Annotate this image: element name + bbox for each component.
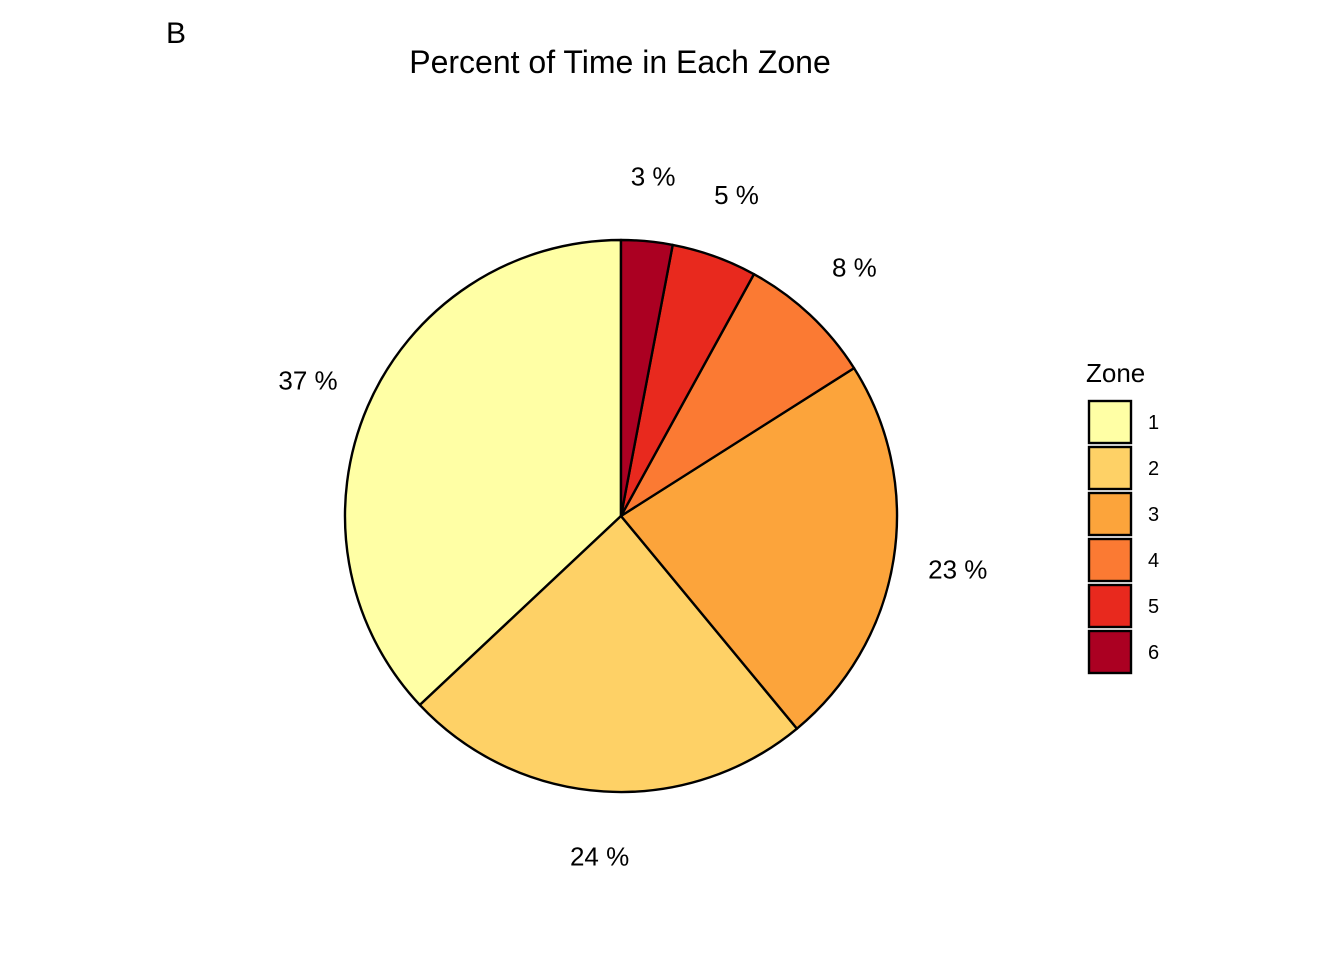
pie-slice-zone-1: [343, 238, 623, 707]
slice-label-zone-4: 8 %: [832, 252, 877, 282]
legend-swatch-zone-1: [1087, 399, 1133, 445]
legend-swatch-zone-5: [1087, 583, 1133, 629]
pie-slice-zone-4: [619, 272, 856, 518]
slice-label-zone-6: 3 %: [631, 162, 676, 192]
legend-label-zone-5: 5: [1148, 596, 1159, 618]
pie-slice-zone-6: [619, 238, 674, 518]
legend-title: Zone: [1086, 358, 1145, 388]
legend-label-zone-1: 1: [1148, 412, 1159, 434]
legend-label-zone-2: 2: [1148, 458, 1159, 480]
legend-swatch-zone-4: [1087, 537, 1133, 583]
pie-slice-zone-3: [619, 366, 899, 730]
slice-label-zone-1: 37 %: [278, 366, 337, 396]
slice-labels: 37 % 24 % 23 % 8 % 5 % 3 %: [278, 162, 987, 872]
legend-swatch-zone-3: [1087, 491, 1133, 537]
legend-items: 1 2 3 4 5 6: [1087, 399, 1159, 675]
chart-title: Percent of Time in Each Zone: [409, 44, 831, 80]
slice-label-zone-2: 24 %: [570, 841, 629, 871]
legend-label-zone-4: 4: [1148, 550, 1159, 572]
panel-tag: B: [166, 17, 186, 50]
legend-label-zone-3: 3: [1148, 504, 1159, 526]
legend: Zone 1 2 3 4 5 6: [1086, 358, 1159, 675]
slice-label-zone-3: 23 %: [928, 554, 987, 584]
legend-swatch-zone-2: [1087, 445, 1133, 491]
legend-label-zone-6: 6: [1148, 642, 1159, 664]
slice-label-zone-5: 5 %: [714, 180, 759, 210]
pie-slices: [343, 238, 899, 794]
legend-swatch-zone-6: [1087, 629, 1133, 675]
pie-slice-zone-2: [418, 514, 799, 794]
